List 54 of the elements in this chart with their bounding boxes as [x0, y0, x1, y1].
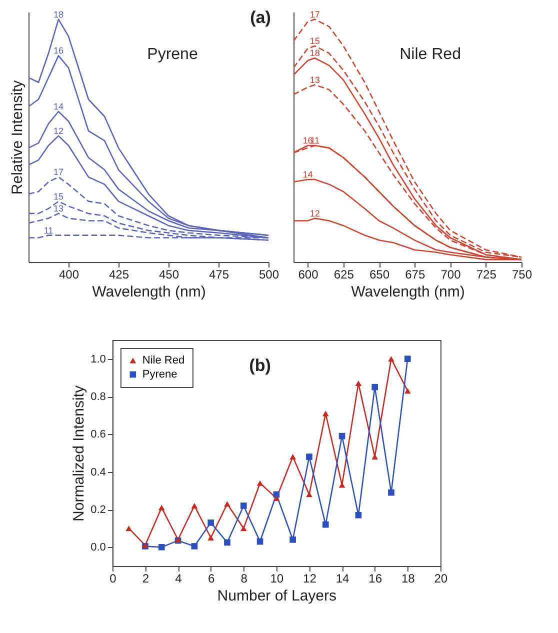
- series-label: 13: [53, 203, 64, 214]
- series-label: 15: [310, 36, 320, 46]
- x-tick-label: 8: [240, 572, 248, 586]
- y-tick-label: 1.0: [90, 353, 106, 366]
- series-label: 18: [53, 9, 64, 20]
- y-axis-title: Normalized Intensity: [70, 385, 88, 522]
- text: Nile Red: [400, 46, 461, 63]
- x-tick-label: 14: [336, 572, 350, 586]
- series-label: 14: [53, 102, 64, 112]
- x-tick-label: 700: [440, 268, 462, 282]
- series-label: 15: [53, 191, 64, 202]
- x-axis-title: Number of Layers: [217, 588, 337, 604]
- annotation: (a): [250, 8, 271, 27]
- x-tick-label: 650: [369, 268, 390, 282]
- x-tick-label: 500: [258, 268, 280, 282]
- series-label: 17: [310, 9, 320, 20]
- x-tick-label: 475: [208, 268, 230, 282]
- x-tick-label: 600: [298, 268, 319, 282]
- y-axis-title: Relative Intensity: [8, 80, 26, 195]
- x-tick-label: 425: [108, 268, 130, 282]
- x-tick-label: 675: [405, 268, 426, 282]
- x-tick-label: 18: [401, 572, 416, 586]
- y-tick-label: 0.0: [90, 542, 106, 554]
- x-tick-label: 4: [175, 572, 182, 586]
- x-tick-label: 400: [58, 268, 80, 282]
- series-label: 14: [302, 169, 313, 180]
- y-tick-label: 0.4: [90, 466, 106, 478]
- x-tick-label: 10: [270, 572, 284, 586]
- x-tick-label: 16: [368, 572, 382, 586]
- series-label: 11: [44, 225, 54, 236]
- legend-label: Nile Red: [142, 354, 185, 366]
- x-tick-label: 20: [434, 572, 448, 586]
- y-tick-label: 0.2: [90, 504, 106, 516]
- x-tick-label: 2: [142, 572, 150, 586]
- legend-label: Pyrene: [142, 368, 178, 380]
- text: (b): [249, 356, 271, 375]
- series-label: 18: [310, 48, 320, 58]
- x-tick-label: 12: [303, 572, 317, 586]
- y-tick-label: 0.8: [90, 391, 106, 403]
- y-tick-label: 0.6: [90, 428, 106, 441]
- x-tick-label: 450: [158, 268, 180, 282]
- x-tick-label: 725: [476, 268, 497, 282]
- x-tick-label: 0: [110, 572, 117, 586]
- x-axis-title: Wavelength (nm): [92, 284, 206, 300]
- x-axis-title: Wavelength (nm): [351, 284, 465, 300]
- series-label: 13: [310, 74, 320, 85]
- series-label: 17: [53, 167, 64, 178]
- x-tick-label: 750: [512, 268, 532, 282]
- series-label: 12: [310, 208, 320, 218]
- series-label: 12: [53, 126, 64, 136]
- text: Pyrene: [147, 46, 198, 63]
- x-tick-label: 625: [334, 268, 354, 282]
- x-tick-label: 6: [208, 572, 215, 586]
- series-label: 16: [53, 46, 64, 56]
